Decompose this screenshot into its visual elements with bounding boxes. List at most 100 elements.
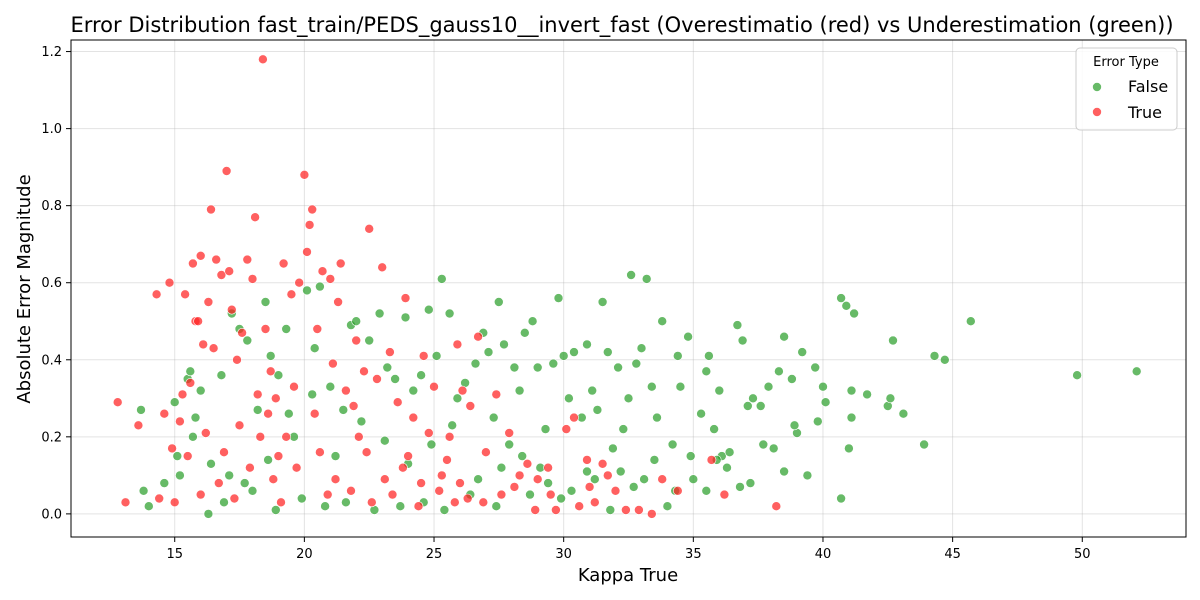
scatter-point-false xyxy=(483,347,494,357)
scatter-point-true xyxy=(348,401,359,411)
scatter-point-true xyxy=(621,505,631,515)
scatter-point-false xyxy=(652,412,662,423)
scatter-point-false xyxy=(175,470,185,481)
scatter-point-false xyxy=(247,485,258,496)
scatter-point-true xyxy=(416,478,426,488)
scatter-point-true xyxy=(462,493,473,504)
scatter-point-true xyxy=(514,470,525,481)
scatter-point-false xyxy=(309,343,320,354)
scatter-point-true xyxy=(315,447,325,458)
scatter-point-false xyxy=(735,482,745,492)
scatter-point-false xyxy=(812,416,823,427)
scatter-point-true xyxy=(610,485,621,496)
scatter-point-true xyxy=(234,420,245,431)
scatter-point-true xyxy=(278,258,289,269)
scatter-point-true xyxy=(289,381,299,392)
scatter-point-true xyxy=(597,458,608,469)
scatter-point-false xyxy=(190,412,201,423)
scatter-point-true xyxy=(423,428,434,438)
scatter-point-false xyxy=(527,316,538,327)
scatter-point-true xyxy=(449,497,460,508)
scatter-point-true xyxy=(442,455,452,465)
scatter-point-true xyxy=(436,470,447,481)
scatter-point-true xyxy=(242,254,253,265)
scatter-point-true xyxy=(532,474,543,485)
scatter-point-true xyxy=(364,224,375,234)
scatter-point-false xyxy=(797,347,808,357)
scatter-point-false xyxy=(919,439,929,450)
y-axis-ticks: 0.0 0.2 0.4 0.6 0.8 1.0 1.2 xyxy=(41,45,71,522)
scatter-point-false xyxy=(281,324,292,334)
scatter-point-false xyxy=(820,397,831,408)
scatter-point-false xyxy=(615,466,626,477)
scatter-point-true xyxy=(180,289,190,300)
plot-frame xyxy=(70,39,1187,538)
scatter-point-true xyxy=(208,343,219,354)
scatter-point-false xyxy=(836,293,846,303)
scatter-point-true xyxy=(281,431,292,442)
scatter-point-false xyxy=(646,381,657,392)
scatter-point-false xyxy=(709,424,719,434)
scatter-point-false xyxy=(270,505,281,515)
scatter-point-true xyxy=(247,274,258,284)
scatter-point-true xyxy=(473,331,483,342)
scatter-point-true xyxy=(392,397,403,408)
scatter-point-false xyxy=(846,385,857,396)
scatter-point-true xyxy=(322,489,333,500)
scatter-point-true xyxy=(299,170,310,180)
scatter-point-false xyxy=(885,393,896,404)
scatter-point-false xyxy=(628,482,639,492)
scatter-point-false xyxy=(224,470,234,481)
scatter-point-false xyxy=(416,370,426,381)
scatter-point-false xyxy=(330,451,341,461)
legend-marker-true xyxy=(1092,107,1102,117)
scatter-point-true xyxy=(263,408,273,419)
scatter-point-true xyxy=(182,451,193,461)
scatter-point-true xyxy=(353,431,364,442)
scatter-point-true xyxy=(366,497,377,508)
scatter-point-true xyxy=(346,485,356,496)
scatter-point-true xyxy=(216,270,227,280)
scatter-point-true xyxy=(574,501,585,512)
scatter-point-false xyxy=(341,497,351,508)
scatter-point-false xyxy=(841,300,852,311)
scatter-point-true xyxy=(672,485,683,496)
legend: Error Type False True xyxy=(1075,47,1178,131)
series-false xyxy=(136,270,1142,519)
scatter-point-false xyxy=(491,501,502,512)
scatter-point-false xyxy=(395,501,406,512)
scatter-point-false xyxy=(631,358,642,369)
x-axis-label: Kappa True xyxy=(578,565,678,586)
scatter-point-true xyxy=(203,297,214,307)
scatter-point-false xyxy=(188,431,198,442)
scatter-point-true xyxy=(302,247,312,257)
scatter-point-true xyxy=(771,501,782,512)
scatter-point-true xyxy=(307,204,318,215)
scatter-point-true xyxy=(294,277,305,288)
scatter-point-false xyxy=(338,405,349,415)
scatter-point-true xyxy=(379,474,390,485)
scatter-point-true xyxy=(193,316,203,327)
scatter-point-true xyxy=(325,274,336,284)
y-tick-label: 0.0 xyxy=(41,507,62,522)
scatter-point-false xyxy=(379,435,390,446)
scatter-point-false xyxy=(169,397,180,408)
x-tick-label: 35 xyxy=(685,547,702,562)
scatter-point-false xyxy=(662,501,673,512)
scatter-point-false xyxy=(509,362,520,373)
scatter-point-true xyxy=(377,262,388,273)
scatter-point-true xyxy=(219,447,229,458)
scatter-point-false xyxy=(724,447,735,458)
scatter-point-true xyxy=(530,505,541,515)
scatter-point-true xyxy=(478,497,489,508)
scatter-point-false xyxy=(558,351,569,361)
scatter-point-false xyxy=(431,351,442,361)
legend-label-true: True xyxy=(1127,103,1162,122)
scatter-point-false xyxy=(704,351,714,361)
scatter-point-false xyxy=(965,316,976,327)
scatter-point-true xyxy=(245,462,255,473)
scatter-point-true xyxy=(418,351,429,361)
scatter-point-false xyxy=(844,443,854,454)
x-tick-label: 40 xyxy=(815,547,832,562)
